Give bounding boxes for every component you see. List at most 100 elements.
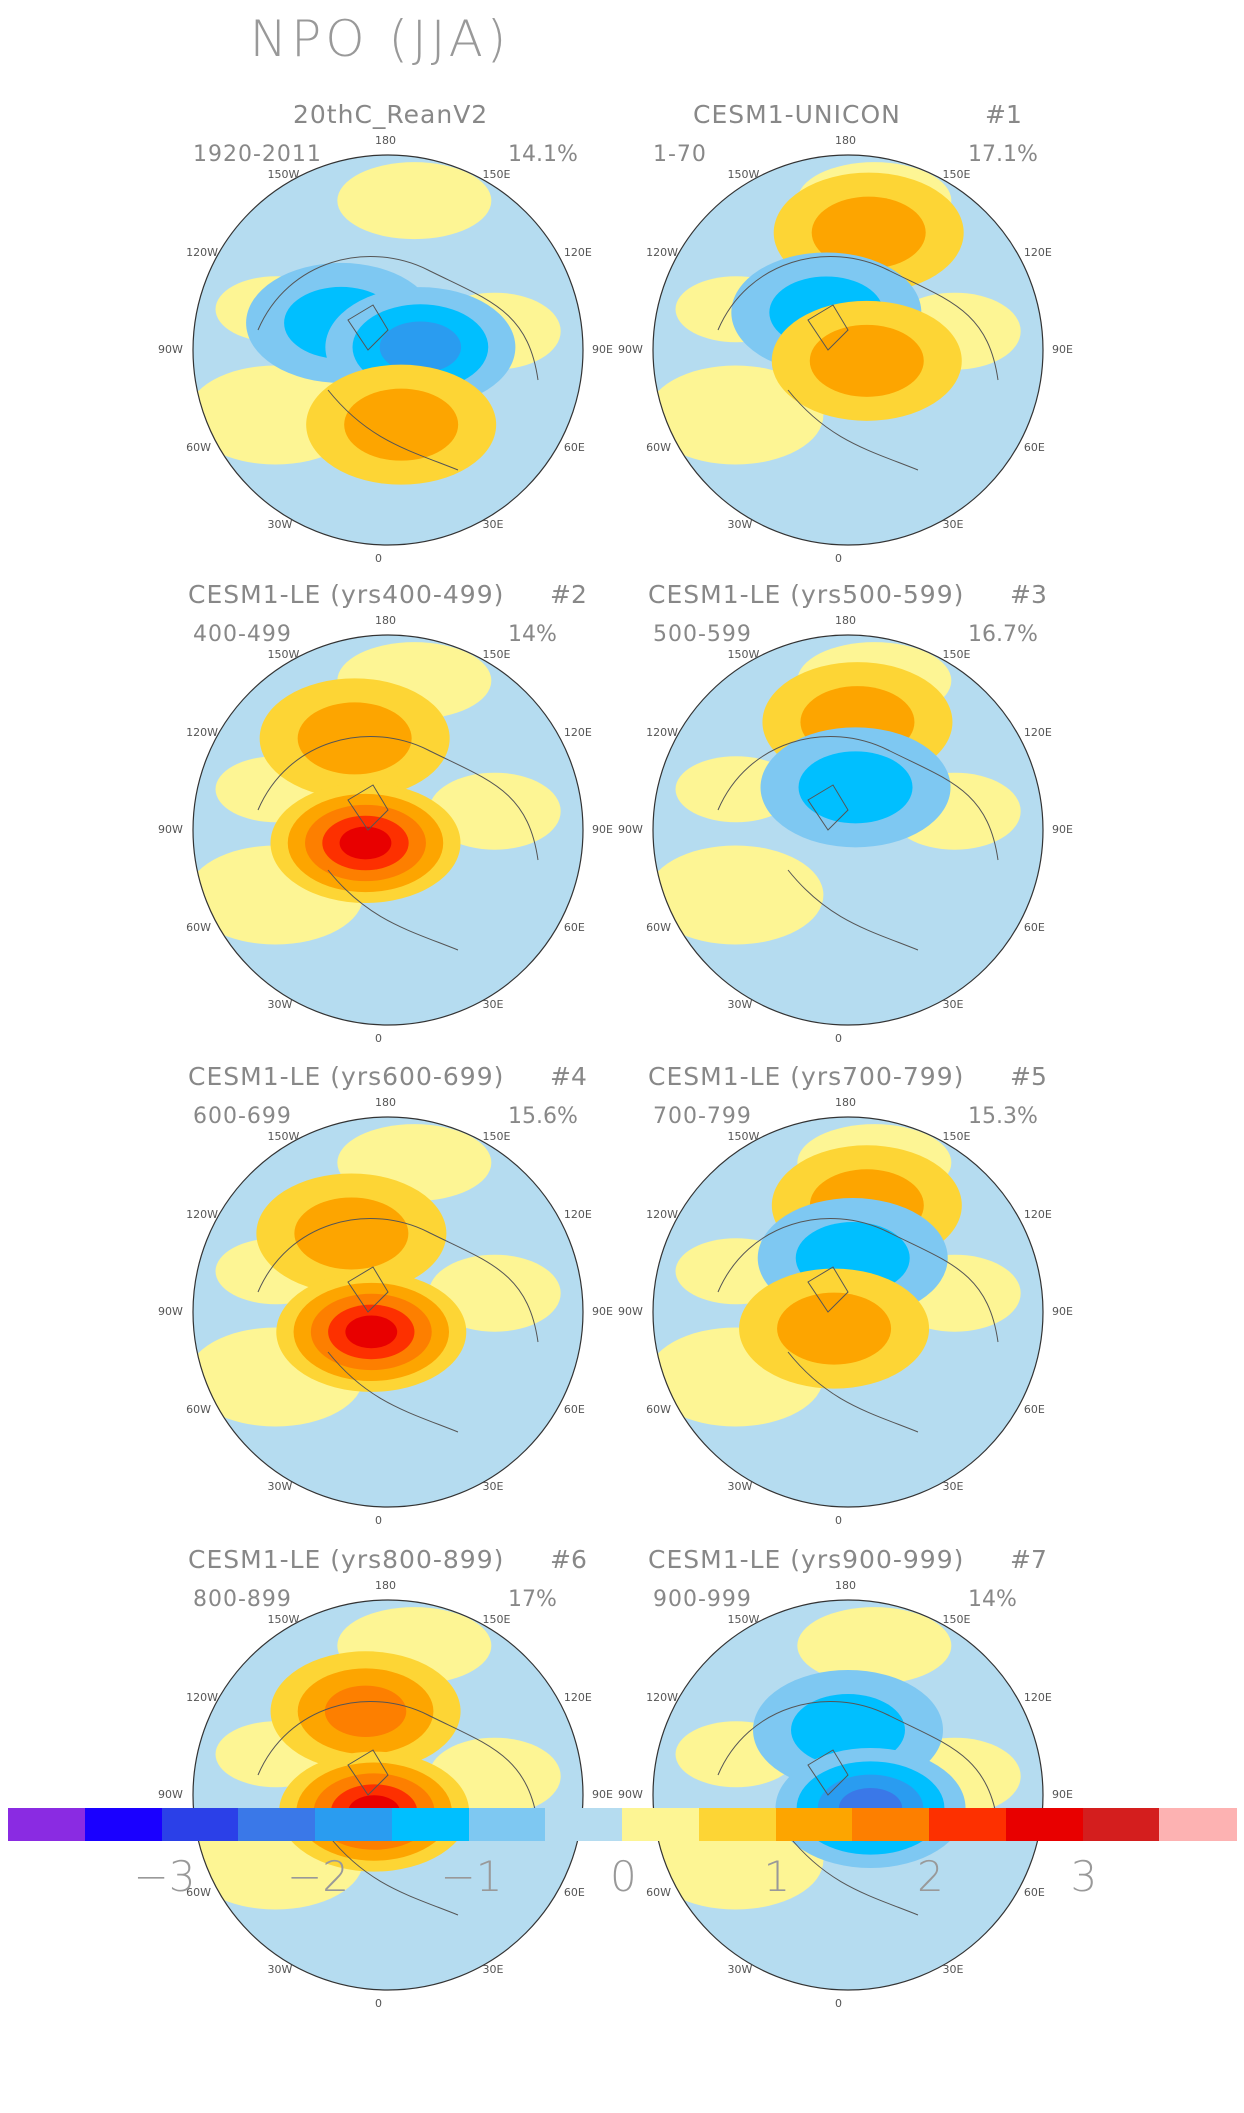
negative-anomaly <box>791 1694 905 1766</box>
positive-anomaly <box>297 702 412 775</box>
longitude-label: 0 <box>375 1997 382 2010</box>
longitude-label: 60W <box>646 440 671 454</box>
panel-variance: 14.1% <box>508 142 578 167</box>
colorbar-tick-label: 0 <box>610 1852 637 1901</box>
panel-variance: 17.1% <box>968 142 1038 167</box>
longitude-label: 90E <box>1052 1305 1073 1318</box>
panel-period: 1-70 <box>653 142 707 167</box>
colorbar-cell <box>238 1808 316 1841</box>
longitude-label: 120E <box>563 1690 592 1704</box>
panel-number: #4 <box>550 1062 587 1091</box>
longitude-label: 180 <box>835 134 856 147</box>
longitude-label: 30W <box>727 517 753 531</box>
longitude-label: 90E <box>592 1788 613 1801</box>
colorbar-cell <box>852 1808 930 1841</box>
map-border <box>652 1116 1044 1508</box>
positive-anomaly <box>339 826 392 860</box>
longitude-label: 180 <box>835 614 856 627</box>
colorbar-cell <box>545 1808 623 1841</box>
positive-anomaly <box>811 196 926 269</box>
longitude-label: 150E <box>482 1130 511 1144</box>
colorbar-cell <box>929 1808 1007 1841</box>
panel-number: #2 <box>550 580 587 609</box>
longitude-label: 120W <box>646 1690 678 1704</box>
colorbar-cell <box>161 1808 239 1841</box>
positive-anomaly <box>777 1292 892 1365</box>
panel-title: CESM1-LE (yrs600-699) <box>188 1062 505 1091</box>
colorbar-cell <box>84 1808 162 1841</box>
panel-title: 20thC_ReanV2 <box>293 100 489 129</box>
longitude-label: 180 <box>835 1579 856 1592</box>
longitude-label: 90W <box>618 1305 643 1318</box>
longitude-label: 60W <box>186 440 211 454</box>
longitude-label: 60E <box>563 440 585 454</box>
longitude-label: 150E <box>942 1613 971 1627</box>
positive-anomaly <box>809 324 924 397</box>
longitude-label: 120E <box>563 1207 592 1221</box>
longitude-label: 60E <box>1023 920 1045 934</box>
longitude-label: 120E <box>563 245 592 259</box>
longitude-label: 150W <box>727 1613 760 1627</box>
polar-map <box>192 1116 584 1508</box>
longitude-label: 90W <box>618 1788 643 1801</box>
panel-number: #6 <box>550 1545 587 1574</box>
colorbar-tick-label: −2 <box>287 1852 349 1901</box>
longitude-label: 120E <box>563 725 592 739</box>
panel-title: CESM1-LE (yrs500-599) <box>648 580 965 609</box>
longitude-label: 60W <box>186 1885 211 1899</box>
panel-title: CESM1-UNICON <box>693 100 901 129</box>
map-border <box>192 1599 584 1991</box>
longitude-label: 30W <box>267 1479 293 1493</box>
longitude-label: 150W <box>267 168 300 182</box>
longitude-label: 120E <box>1023 245 1052 259</box>
longitude-label: 0 <box>835 1032 842 1045</box>
longitude-label: 150W <box>727 1130 760 1144</box>
longitude-label: 30E <box>482 517 504 531</box>
longitude-label: 60E <box>563 920 585 934</box>
colorbar-cell <box>698 1808 776 1841</box>
longitude-label: 120E <box>1023 725 1052 739</box>
polar-map <box>652 154 1044 546</box>
longitude-label: 180 <box>375 614 396 627</box>
longitude-label: 180 <box>835 1096 856 1109</box>
longitude-label: 150E <box>482 168 511 182</box>
longitude-label: 180 <box>375 1579 396 1592</box>
longitude-label: 150W <box>267 1613 300 1627</box>
longitude-label: 60E <box>1023 1402 1045 1416</box>
longitude-label: 0 <box>835 1514 842 1527</box>
longitude-label: 90W <box>158 343 183 356</box>
longitude-label: 120W <box>646 725 678 739</box>
longitude-label: 120E <box>1023 1690 1052 1704</box>
longitude-label: 0 <box>375 1514 382 1527</box>
coastline <box>257 1701 539 1916</box>
coastline <box>717 256 999 471</box>
longitude-label: 150E <box>942 168 971 182</box>
longitude-label: 30E <box>942 997 964 1011</box>
longitude-label: 90W <box>618 343 643 356</box>
longitude-label: 150E <box>482 648 511 662</box>
longitude-label: 90W <box>158 823 183 836</box>
panel-variance: 14% <box>968 1587 1017 1612</box>
anomaly-weak-positive <box>653 845 824 945</box>
colorbar <box>8 1808 1237 1841</box>
longitude-label: 90E <box>1052 343 1073 356</box>
longitude-label: 60W <box>186 1402 211 1416</box>
polar-map <box>652 634 1044 1026</box>
panel-period: 500-599 <box>653 622 752 647</box>
anomaly-weak-positive <box>653 365 824 465</box>
longitude-label: 90E <box>592 823 613 836</box>
longitude-label: 90W <box>158 1788 183 1801</box>
longitude-label: 120W <box>646 1207 678 1221</box>
panel-period: 800-899 <box>193 1587 292 1612</box>
longitude-label: 90E <box>1052 1788 1073 1801</box>
longitude-label: 30E <box>482 997 504 1011</box>
coastline <box>717 1701 999 1916</box>
longitude-label: 150W <box>727 168 760 182</box>
positive-anomaly <box>324 1685 407 1738</box>
longitude-label: 60W <box>186 920 211 934</box>
panel-variance: 15.3% <box>968 1104 1038 1129</box>
longitude-label: 30W <box>727 997 753 1011</box>
longitude-label: 150E <box>942 648 971 662</box>
colorbar-cell <box>468 1808 546 1841</box>
longitude-label: 30W <box>727 1962 753 1976</box>
